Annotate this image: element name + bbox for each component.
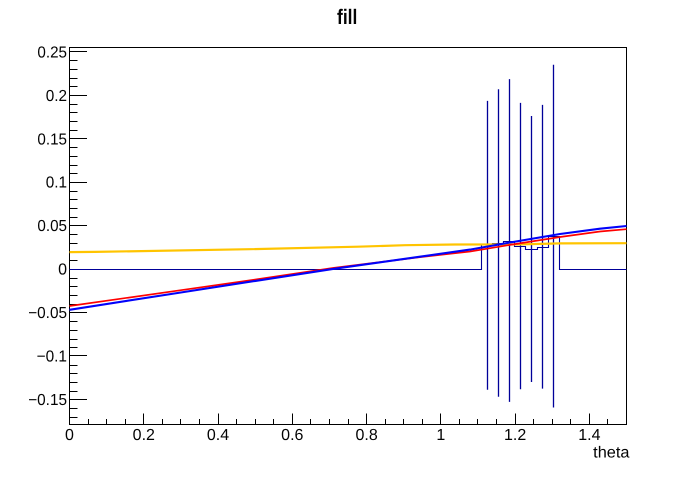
svg-text:0.6: 0.6 [281, 427, 303, 444]
svg-text:0.8: 0.8 [355, 427, 377, 444]
svg-text:0.4: 0.4 [207, 427, 229, 444]
svg-text:1.4: 1.4 [578, 427, 600, 444]
svg-text:−0.15: −0.15 [28, 392, 67, 409]
svg-text:−0.05: −0.05 [28, 305, 67, 322]
svg-text:0: 0 [65, 427, 74, 444]
svg-text:0.2: 0.2 [133, 427, 155, 444]
svg-text:0.05: 0.05 [37, 218, 67, 235]
svg-text:1: 1 [436, 427, 445, 444]
svg-text:theta: theta [593, 445, 629, 462]
svg-text:1.2: 1.2 [504, 427, 526, 444]
svg-text:0.25: 0.25 [37, 45, 67, 62]
svg-text:0.2: 0.2 [46, 88, 67, 105]
svg-text:0.1: 0.1 [46, 175, 67, 192]
svg-text:−0.1: −0.1 [37, 348, 67, 365]
svg-text:0: 0 [58, 262, 67, 279]
svg-text:0.15: 0.15 [37, 131, 67, 148]
svg-text:fill: fill [337, 6, 357, 29]
